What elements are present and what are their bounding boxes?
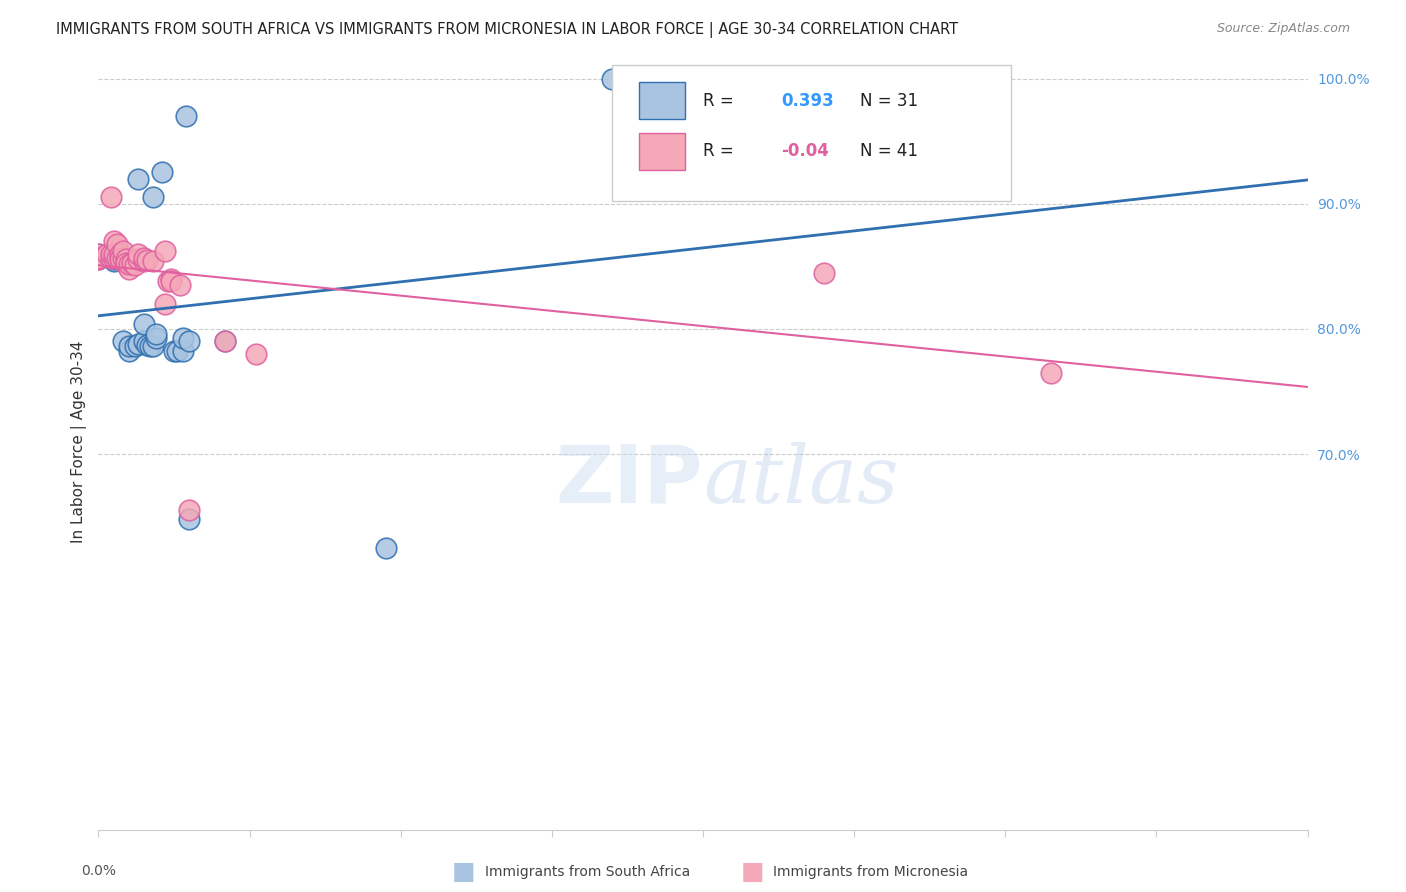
Point xyxy=(135,253,157,268)
Point xyxy=(153,297,176,311)
Point xyxy=(1039,366,1062,380)
Point xyxy=(127,171,149,186)
Point xyxy=(100,251,122,265)
Point xyxy=(374,541,396,555)
Point xyxy=(214,334,236,349)
Point xyxy=(602,71,624,86)
Point xyxy=(156,274,179,288)
Bar xyxy=(638,82,685,120)
Point xyxy=(118,257,141,271)
Point xyxy=(100,247,122,261)
Text: 0.393: 0.393 xyxy=(782,92,834,110)
Point xyxy=(245,347,267,361)
Point xyxy=(127,252,149,266)
Point xyxy=(179,512,201,526)
Point xyxy=(118,344,141,359)
Point xyxy=(108,252,131,266)
Point xyxy=(174,109,197,123)
Point xyxy=(179,334,201,349)
Bar xyxy=(638,133,685,170)
Point xyxy=(118,339,141,353)
Point xyxy=(132,254,155,268)
Point xyxy=(145,331,167,345)
Point xyxy=(135,338,157,352)
Point xyxy=(121,255,143,269)
Point xyxy=(214,334,236,349)
Point xyxy=(96,247,118,261)
Point xyxy=(132,334,155,349)
Point xyxy=(105,236,128,251)
Point xyxy=(142,254,165,268)
Point xyxy=(108,251,131,265)
Text: R =: R = xyxy=(703,142,740,160)
Text: ZIP: ZIP xyxy=(555,442,703,519)
Y-axis label: In Labor Force | Age 30-34: In Labor Force | Age 30-34 xyxy=(72,340,87,543)
Text: N = 31: N = 31 xyxy=(860,92,918,110)
Point xyxy=(179,503,201,517)
Point xyxy=(142,339,165,353)
Text: R =: R = xyxy=(703,92,740,110)
Point xyxy=(169,278,191,293)
Point xyxy=(108,247,131,261)
Point xyxy=(127,247,149,261)
Text: Immigrants from South Africa: Immigrants from South Africa xyxy=(485,865,690,880)
Text: ■: ■ xyxy=(741,861,763,884)
Point xyxy=(87,247,110,261)
Text: Source: ZipAtlas.com: Source: ZipAtlas.com xyxy=(1216,22,1350,36)
Point xyxy=(124,258,146,272)
Point xyxy=(124,339,146,353)
Point xyxy=(132,317,155,331)
Point xyxy=(150,165,173,179)
Point xyxy=(118,261,141,276)
Point xyxy=(87,247,110,261)
Point xyxy=(127,337,149,351)
Text: -0.04: -0.04 xyxy=(782,142,830,160)
Point xyxy=(172,344,194,359)
Point xyxy=(87,252,110,266)
Point xyxy=(103,251,125,265)
Point xyxy=(153,244,176,259)
Point xyxy=(160,274,183,288)
Point xyxy=(111,244,134,259)
Point xyxy=(145,326,167,341)
Point xyxy=(142,190,165,204)
Point xyxy=(114,257,136,271)
Point xyxy=(108,251,131,265)
Point xyxy=(103,254,125,268)
Point xyxy=(103,234,125,248)
FancyBboxPatch shape xyxy=(613,65,1011,201)
Point xyxy=(139,339,162,353)
Point xyxy=(114,252,136,266)
Point xyxy=(172,331,194,345)
Text: N = 41: N = 41 xyxy=(860,142,918,160)
Point xyxy=(108,248,131,262)
Text: Immigrants from Micronesia: Immigrants from Micronesia xyxy=(773,865,969,880)
Point xyxy=(166,344,188,359)
Text: IMMIGRANTS FROM SOUTH AFRICA VS IMMIGRANTS FROM MICRONESIA IN LABOR FORCE | AGE : IMMIGRANTS FROM SOUTH AFRICA VS IMMIGRAN… xyxy=(56,22,959,38)
Point xyxy=(103,252,125,266)
Text: ■: ■ xyxy=(453,861,475,884)
Point xyxy=(132,251,155,265)
Point xyxy=(163,344,186,359)
Text: atlas: atlas xyxy=(703,442,898,519)
Point xyxy=(114,255,136,269)
Point xyxy=(160,272,183,286)
Point xyxy=(100,190,122,204)
Point xyxy=(103,247,125,261)
Point xyxy=(87,252,110,266)
Point xyxy=(813,266,835,280)
Text: 0.0%: 0.0% xyxy=(82,864,115,879)
Point xyxy=(105,251,128,265)
Point xyxy=(111,251,134,265)
Point xyxy=(87,251,110,265)
Point xyxy=(111,334,134,349)
